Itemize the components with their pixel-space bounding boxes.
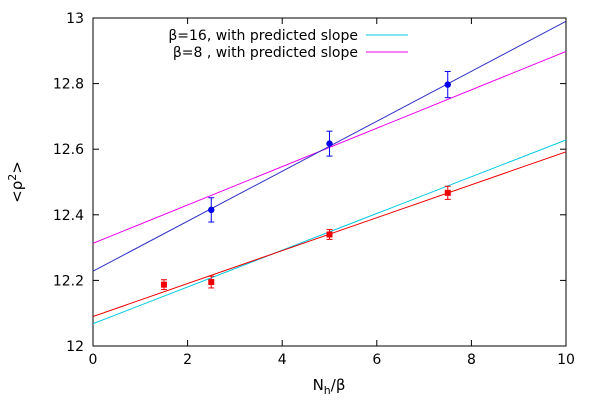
x-axis-label-main: N [313, 376, 324, 394]
x-tick-label: 2 [183, 352, 192, 368]
y-tick-label: 12.4 [53, 208, 84, 224]
x-axis-label-tail: /β [331, 376, 346, 394]
x-tick-label: 0 [89, 352, 98, 368]
ticks-layer: 0 2 4 6 8 10 12 12.2 12.4 12.6 12.8 13 [53, 11, 575, 368]
y-tick-label: 13 [66, 11, 84, 27]
points-layer [160, 70, 451, 291]
y-tick-label: 12 [66, 339, 84, 355]
data-point-square [208, 279, 215, 286]
legend-label-1: β=16, with predicted slope [168, 28, 358, 44]
x-axis-label: Nh/β [313, 376, 346, 397]
y-tick-label: 12.8 [53, 77, 84, 93]
x-axis-label-sub: h [324, 384, 331, 397]
data-point-circle [326, 140, 333, 147]
plot-area [92, 17, 567, 347]
y-axis-label: <ρ2> [6, 161, 26, 203]
x-tick-label: 6 [372, 352, 381, 368]
lines-layer [93, 20, 566, 325]
x-tick-label: 8 [467, 352, 476, 368]
data-point-square [444, 189, 451, 196]
y-axis-label-main: <ρ [8, 181, 26, 203]
data-point-square [160, 281, 167, 288]
x-tick-label: 10 [557, 352, 575, 368]
plot-lines [93, 20, 566, 325]
x-tick-label: 4 [278, 352, 287, 368]
y-axis-label-tail: > [8, 161, 26, 174]
legend-label-2: β=8 , with predicted slope [173, 45, 358, 61]
y-tick-label: 12.2 [53, 273, 84, 289]
y-tick-label: 12.6 [53, 142, 84, 158]
data-point-square [326, 231, 333, 238]
data-point-circle [444, 81, 451, 88]
y-axis-label-sup: 2 [6, 174, 19, 181]
plot-frame [92, 17, 567, 347]
data-point-circle [208, 206, 215, 214]
